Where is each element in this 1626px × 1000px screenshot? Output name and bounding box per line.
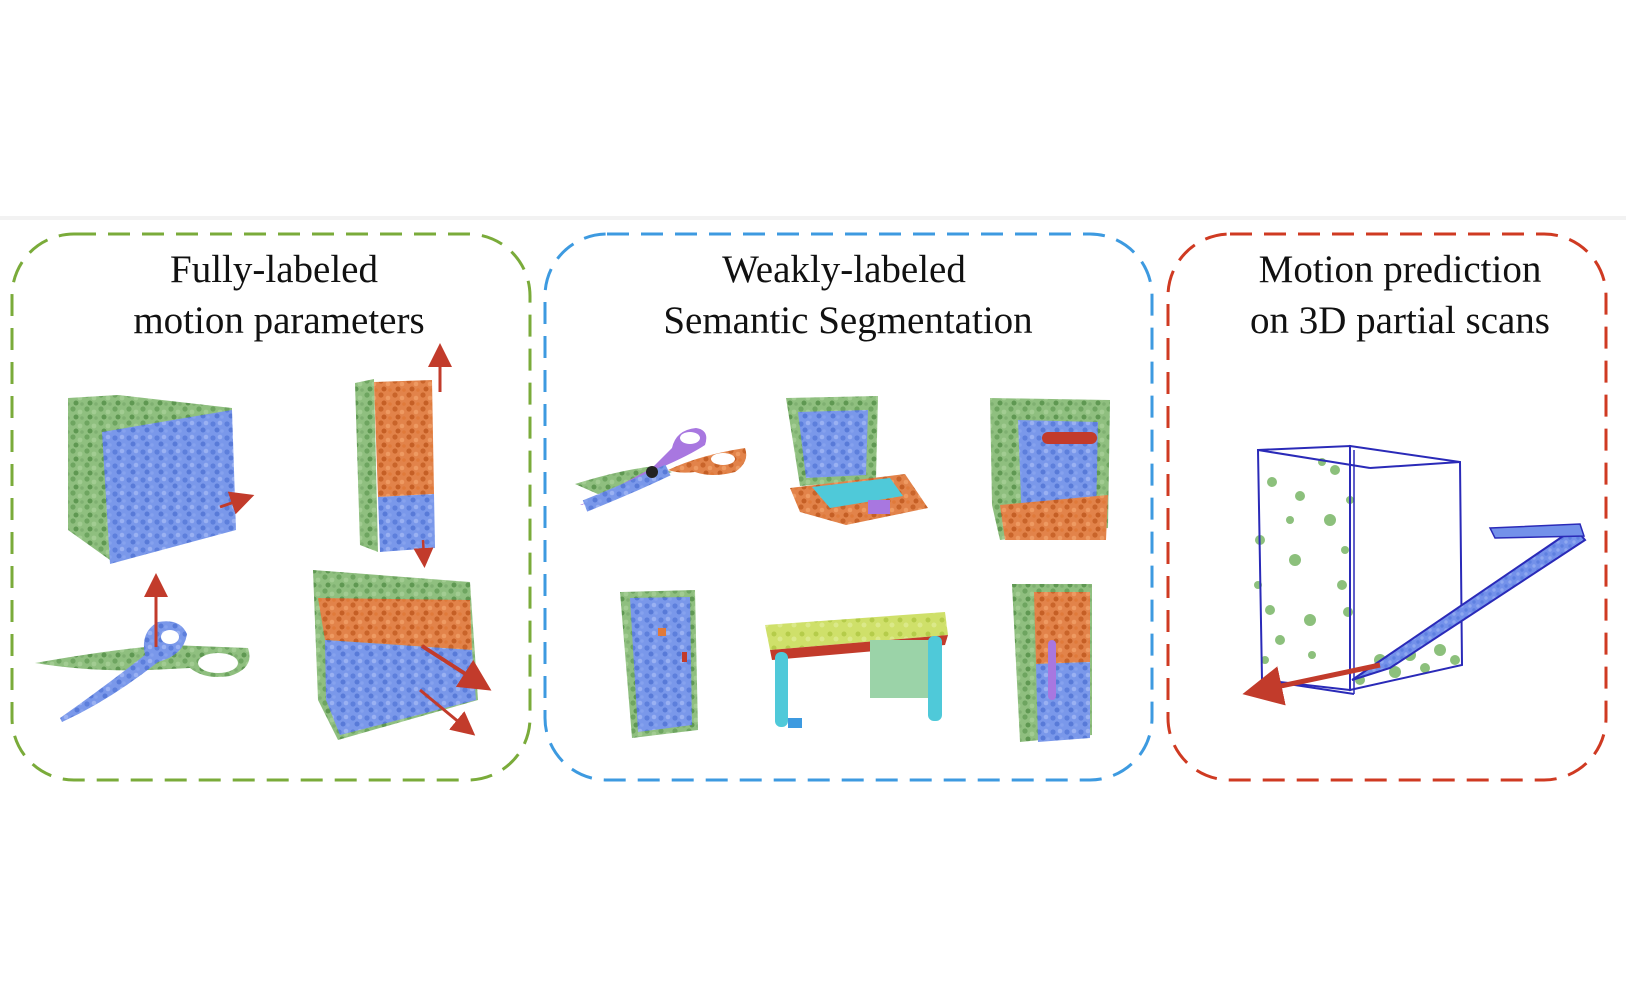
- panel-title-line2: motion parameters: [133, 299, 424, 342]
- scissors-icon: [35, 573, 250, 722]
- panel-title-line2: on 3D partial scans: [1250, 299, 1550, 342]
- dishwasher-icon: [1242, 444, 1587, 706]
- panel-border-fully: [10, 232, 532, 782]
- panel-title-line1: Weakly-labeled: [722, 248, 966, 291]
- cabinet-icon: [990, 398, 1110, 540]
- panel-title-line1: Fully-labeled: [170, 248, 378, 291]
- panel-title-line1: Motion prediction: [1259, 248, 1542, 291]
- panel-title-line2: Semantic Segmentation: [663, 299, 1032, 342]
- panel-fully-labeled: Fully-labeled motion parameters: [10, 232, 532, 782]
- cabinet-icon: [68, 395, 255, 564]
- door-icon: [620, 590, 698, 738]
- desk-icon: [765, 612, 948, 728]
- top-divider: [0, 216, 1626, 220]
- panel-weakly-labeled: Weakly-labeled Semantic Segmentation: [543, 232, 1154, 782]
- top-blank-band: [0, 0, 1626, 218]
- scissors-icon: [575, 428, 747, 512]
- tall-fridge-icon: [355, 343, 452, 568]
- panel-motion-prediction: Motion prediction on 3D partial scans: [1166, 232, 1608, 782]
- laptop-icon: [786, 396, 928, 525]
- panel-border-weakly: [543, 232, 1154, 782]
- panel-border-motion: [1166, 232, 1608, 782]
- dresser-icon: [313, 570, 492, 740]
- fridge-icon: [1012, 584, 1092, 742]
